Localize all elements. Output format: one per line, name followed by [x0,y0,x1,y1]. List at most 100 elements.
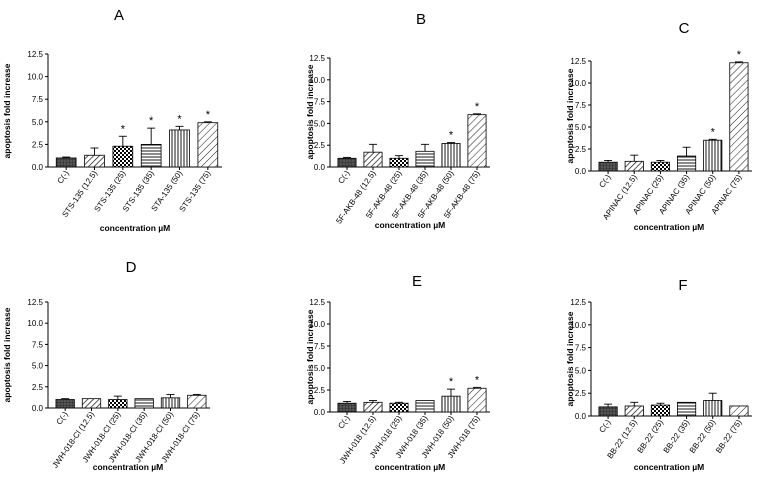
y-axis-title: apoptosis fold increase [565,68,575,163]
y-tick-label: 2.5 [575,389,587,398]
y-tick-label: 10.0 [570,79,586,88]
bar [108,399,128,409]
y-tick-label: 2.5 [575,145,587,154]
bar [441,395,461,413]
y-tick-label: 7.5 [314,98,326,107]
y-tick-label: 5.0 [314,119,326,128]
x-tick-label: C(-) [55,410,70,427]
x-axis-title: concentration µM [634,222,705,232]
y-tick-label: 5.0 [32,362,44,371]
panel-letter: B [416,11,426,28]
y-axis-title: apoptosis fold increase [565,311,575,406]
y-tick-label: 10.0 [27,319,43,328]
y-tick-label: 2.5 [314,386,326,395]
y-tick-label: 12.5 [309,298,325,307]
significance-marker: * [475,101,480,113]
y-tick-label: 0.0 [314,163,326,172]
significance-marker: * [449,130,454,142]
x-axis-title: concentration µM [375,462,446,472]
panel-letter: A [114,7,124,24]
y-tick-label: 0.0 [575,412,587,421]
x-axis-title: concentration µM [375,220,446,230]
panel-c: C 0.0 2.5 5.0 7.5 10.0 12.5 apoptosis fold incr… [565,20,752,232]
panel-letter: D [126,259,137,276]
y-tick-label: 7.5 [575,101,587,110]
bar [467,114,487,168]
bar [624,160,644,172]
bar [677,401,697,417]
y-tick-label: 5.0 [575,123,587,132]
bar [160,397,181,409]
y-tick-label: 10.0 [309,76,325,85]
y-tick-label: 2.5 [32,140,44,149]
y-tick-label: 12.5 [27,298,43,307]
bar [650,404,670,417]
y-axis-title: apoptosis fold increase [2,307,12,402]
y-tick-label: 7.5 [32,95,44,104]
y-tick-label: 10.0 [309,320,325,329]
bar [441,143,461,168]
x-tick-label: BB-22 (75) [714,418,744,455]
y-tick-label: 2.5 [314,141,326,150]
x-tick-label: C(-) [56,169,71,186]
bar [55,399,75,409]
x-tick-label: C(-) [597,173,612,190]
bar [415,150,435,168]
y-tick-label: 12.5 [570,57,586,66]
significance-marker: * [449,376,454,388]
bar [140,143,162,168]
panel-f: F 0.0 2.5 5.0 7.5 10.0 12.5 apoptosis fold incr… [565,277,752,472]
x-axis-title: concentration µM [93,462,164,472]
bar [337,402,357,413]
significance-marker: * [711,126,716,138]
x-tick-label: C(-) [336,169,351,186]
bar [55,157,77,168]
bar [598,161,618,172]
significance-marker: * [121,123,126,135]
bar [624,405,644,417]
significance-marker: * [177,113,182,125]
bar [703,400,723,417]
significance-marker: * [149,115,154,127]
bar [598,406,618,417]
y-tick-label: 12.5 [570,298,586,307]
y-tick-label: 12.5 [27,50,43,59]
x-tick-label: C(-) [336,414,351,431]
x-tick-label: C(-) [597,418,612,435]
y-tick-label: 10.0 [570,321,586,330]
bar [134,398,154,409]
bar [729,62,749,172]
y-tick-label: 0.0 [314,408,326,417]
bar [81,398,102,409]
y-tick-label: 7.5 [575,344,587,353]
significance-marker: * [737,49,742,61]
bar [467,387,487,413]
bar [363,151,383,168]
bar [677,155,697,172]
significance-marker: * [206,109,211,121]
panel-letter: E [412,273,422,290]
y-tick-label: 0.0 [575,167,587,176]
bar [112,145,134,168]
bar [415,400,435,413]
x-axis-title: concentration µM [634,462,705,472]
panel-d: D 0.0 2.5 5.0 7.5 10.0 12.5 apoptosis fold incr… [2,259,210,472]
bar [363,401,383,413]
y-tick-label: 5.0 [32,118,44,127]
bar [650,161,670,172]
bar [703,139,723,172]
bar [389,157,409,168]
bar [187,394,207,409]
y-tick-label: 2.5 [32,383,44,392]
y-axis-title: apoptosis fold increase [2,63,12,158]
y-tick-label: 0.0 [32,404,44,413]
x-axis-title: concentration µM [100,223,171,233]
bar [389,402,409,413]
y-tick-label: 7.5 [314,342,326,351]
panel-a: A 0.0 2.5 5.0 7.5 10.0 12.5 apoptosis fold incr… [2,7,222,233]
bar [169,129,190,168]
panel-letter: F [678,277,687,294]
panel-letter: C [679,20,690,37]
